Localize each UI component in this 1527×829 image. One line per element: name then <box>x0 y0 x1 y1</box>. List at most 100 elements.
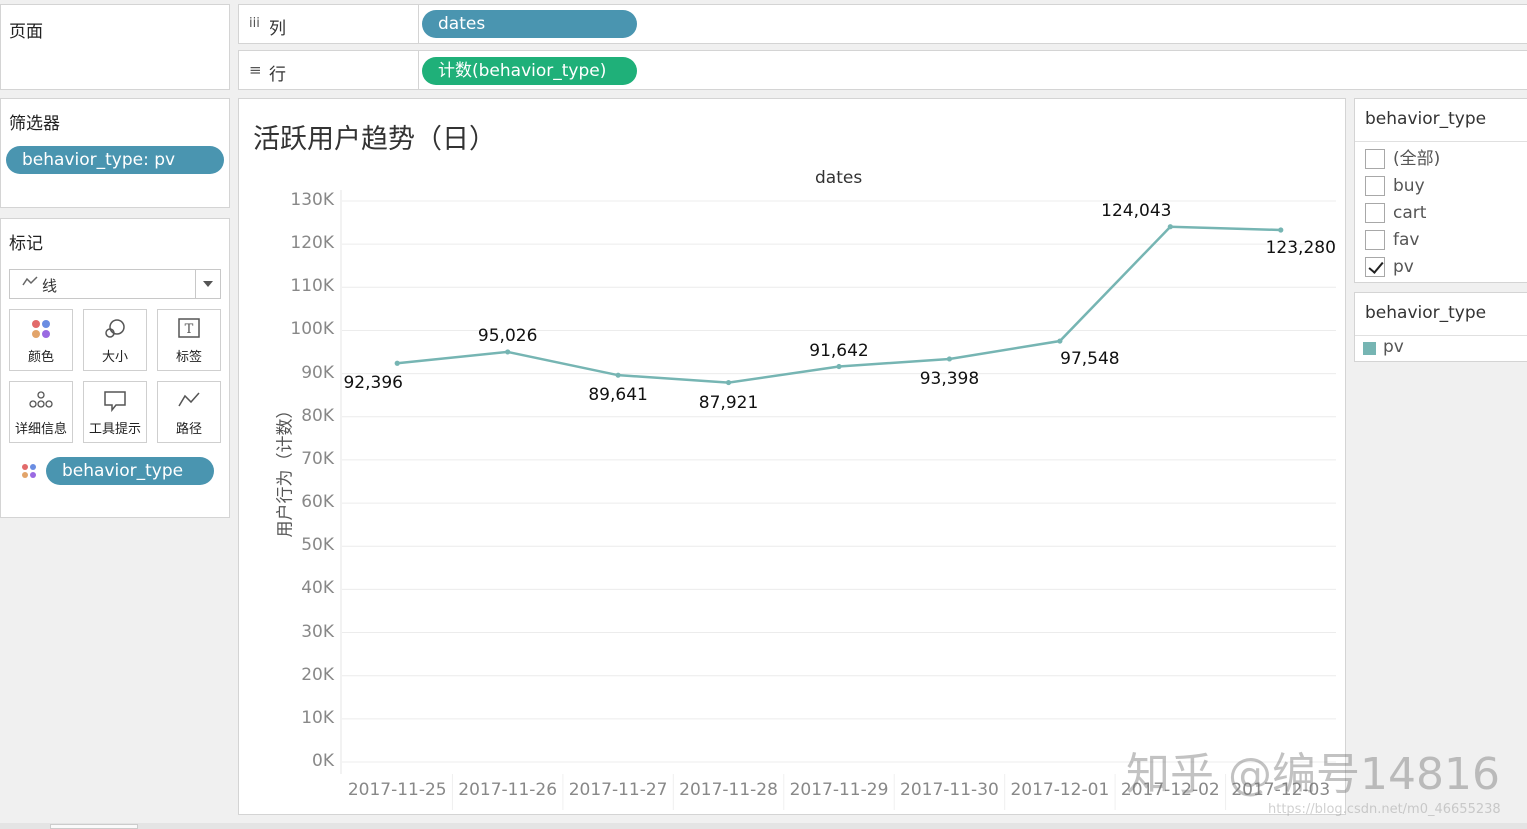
path-icon <box>158 382 220 418</box>
data-label: 123,280 <box>1265 237 1336 258</box>
x-tick-label: 2017-12-01 <box>1010 780 1110 800</box>
x-tick-label: 2017-11-28 <box>679 780 778 800</box>
filter-pill[interactable]: behavior_type: pv <box>6 146 224 174</box>
color-legend-swatch <box>1363 342 1376 355</box>
tooltip-icon <box>84 382 146 418</box>
size-button[interactable]: 大小 <box>83 309 147 371</box>
checkbox-pv[interactable] <box>1365 257 1385 277</box>
data-label: 93,398 <box>919 368 980 389</box>
y-tick-label: 0K <box>312 751 334 771</box>
filter-item-all-label: (全部) <box>1393 149 1441 169</box>
filter-item-buy[interactable]: buy <box>1365 174 1425 198</box>
rows-label: 行 <box>269 65 286 85</box>
pages-panel: 页面 <box>0 4 230 90</box>
color-icon <box>10 310 72 346</box>
rows-divider <box>418 51 419 89</box>
chart-column-header: dates <box>815 168 863 188</box>
filter-item-buy-label: buy <box>1393 176 1425 196</box>
y-tick-label: 20K <box>301 664 334 685</box>
color-legend-title: behavior_type <box>1365 303 1487 323</box>
filter-item-fav-label: fav <box>1393 230 1420 250</box>
x-tick-label: 2017-11-29 <box>789 780 889 800</box>
checkbox-fav[interactable] <box>1365 230 1385 250</box>
pages-title: 页面 <box>9 22 43 42</box>
y-tick-label: 60K <box>301 492 334 513</box>
chart-panel: 活跃用户趋势（日） dates 用户行为（计数） <box>238 98 1346 815</box>
detail-button-label: 详细信息 <box>14 422 67 437</box>
size-icon <box>84 310 146 346</box>
color-field-icon <box>21 463 37 483</box>
watermark-text: 知乎 @编号14816 <box>1126 749 1500 800</box>
color-legend-panel: behavior_type pv <box>1354 292 1527 362</box>
tooltip-button-label: 工具提示 <box>88 422 141 437</box>
chevron-down-icon <box>203 281 213 287</box>
chart-title: 活跃用户趋势（日） <box>253 124 496 155</box>
x-tick-label: 2017-12-03 <box>1231 780 1331 800</box>
data-label: 97,548 <box>1060 349 1120 370</box>
marks-title: 标记 <box>9 234 43 254</box>
size-button-label: 大小 <box>101 350 128 365</box>
color-button[interactable]: 颜色 <box>9 309 73 371</box>
y-tick-label: 80K <box>301 405 334 426</box>
line-mark-icon <box>22 274 38 292</box>
y-tick-label: 40K <box>301 578 334 599</box>
filter-item-cart[interactable]: cart <box>1365 201 1426 225</box>
filters-panel: 筛选器 behavior_type: pv <box>0 98 230 208</box>
filters-title: 筛选器 <box>9 114 60 134</box>
rows-icon: ≡ <box>249 61 262 79</box>
filter-item-pv[interactable]: pv <box>1365 255 1414 279</box>
color-legend-item: pv <box>1383 337 1404 357</box>
filter-item-pv-label: pv <box>1393 257 1414 277</box>
filter-legend-title: behavior_type <box>1365 109 1487 129</box>
color-button-label: 颜色 <box>27 350 54 365</box>
filter-item-fav[interactable]: fav <box>1365 228 1419 252</box>
y-tick-label: 110K <box>290 276 334 297</box>
marks-panel: 标记 线 颜色 大小 T 标签 详细信息 工具提示 <box>0 218 230 518</box>
y-tick-label: 100K <box>290 319 334 340</box>
checkbox-cart[interactable] <box>1365 203 1385 223</box>
y-tick-label: 120K <box>290 233 334 254</box>
columns-divider <box>418 5 419 43</box>
x-tick-label: 2017-12-02 <box>1120 780 1220 800</box>
watermark-url: https://blog.csdn.net/m0_46655238 <box>1268 802 1501 817</box>
y-tick-label: 70K <box>301 448 334 469</box>
data-label: 124,043 <box>1101 200 1172 221</box>
y-tick-label: 10K <box>301 707 334 728</box>
svg-text:T: T <box>185 322 194 337</box>
label-button[interactable]: T 标签 <box>157 309 221 371</box>
filter-legend-panel: behavior_type (全部) buy cart fav pv <box>1354 98 1527 283</box>
filter-item-cart-label: cart <box>1393 203 1427 223</box>
y-tick-label: 130K <box>290 190 334 210</box>
y-tick-label: 90K <box>301 362 334 383</box>
data-label: 95,026 <box>477 325 538 346</box>
label-button-label: 标签 <box>175 350 202 365</box>
columns-pill[interactable]: dates <box>422 10 637 38</box>
text-label-icon: T <box>158 310 220 346</box>
path-button[interactable]: 路径 <box>157 381 221 443</box>
path-button-label: 路径 <box>175 422 202 437</box>
detail-button[interactable]: 详细信息 <box>9 381 73 443</box>
columns-icon: iii <box>249 16 260 31</box>
x-tick-label: 2017-11-26 <box>458 780 558 800</box>
scrollbar-thumb[interactable] <box>50 824 138 829</box>
data-label: 89,641 <box>588 385 648 406</box>
mark-type-dropdown[interactable]: 线 <box>9 269 221 299</box>
detail-icon <box>10 382 72 418</box>
data-label: 92,396 <box>343 373 403 394</box>
rows-pill[interactable]: 计数(behavior_type) <box>422 57 637 85</box>
tooltip-button[interactable]: 工具提示 <box>83 381 147 443</box>
data-label: 91,642 <box>809 340 869 361</box>
dropdown-divider <box>195 270 196 298</box>
color-field-pill[interactable]: behavior_type <box>46 457 214 485</box>
x-tick-label: 2017-11-30 <box>900 780 999 800</box>
checkbox-all[interactable] <box>1365 149 1385 169</box>
x-tick-label: 2017-11-25 <box>347 780 447 800</box>
checkbox-buy[interactable] <box>1365 176 1385 196</box>
y-tick-label: 30K <box>301 621 334 642</box>
filter-legend-divider <box>1355 141 1527 142</box>
filter-item-all[interactable]: (全部) <box>1365 147 1440 171</box>
rows-shelf: ≡ 行 计数(behavior_type) <box>238 50 1527 90</box>
data-label: 87,921 <box>698 392 759 413</box>
columns-shelf: iii 列 dates <box>238 4 1527 44</box>
bottom-scrollbar[interactable] <box>0 823 1527 829</box>
